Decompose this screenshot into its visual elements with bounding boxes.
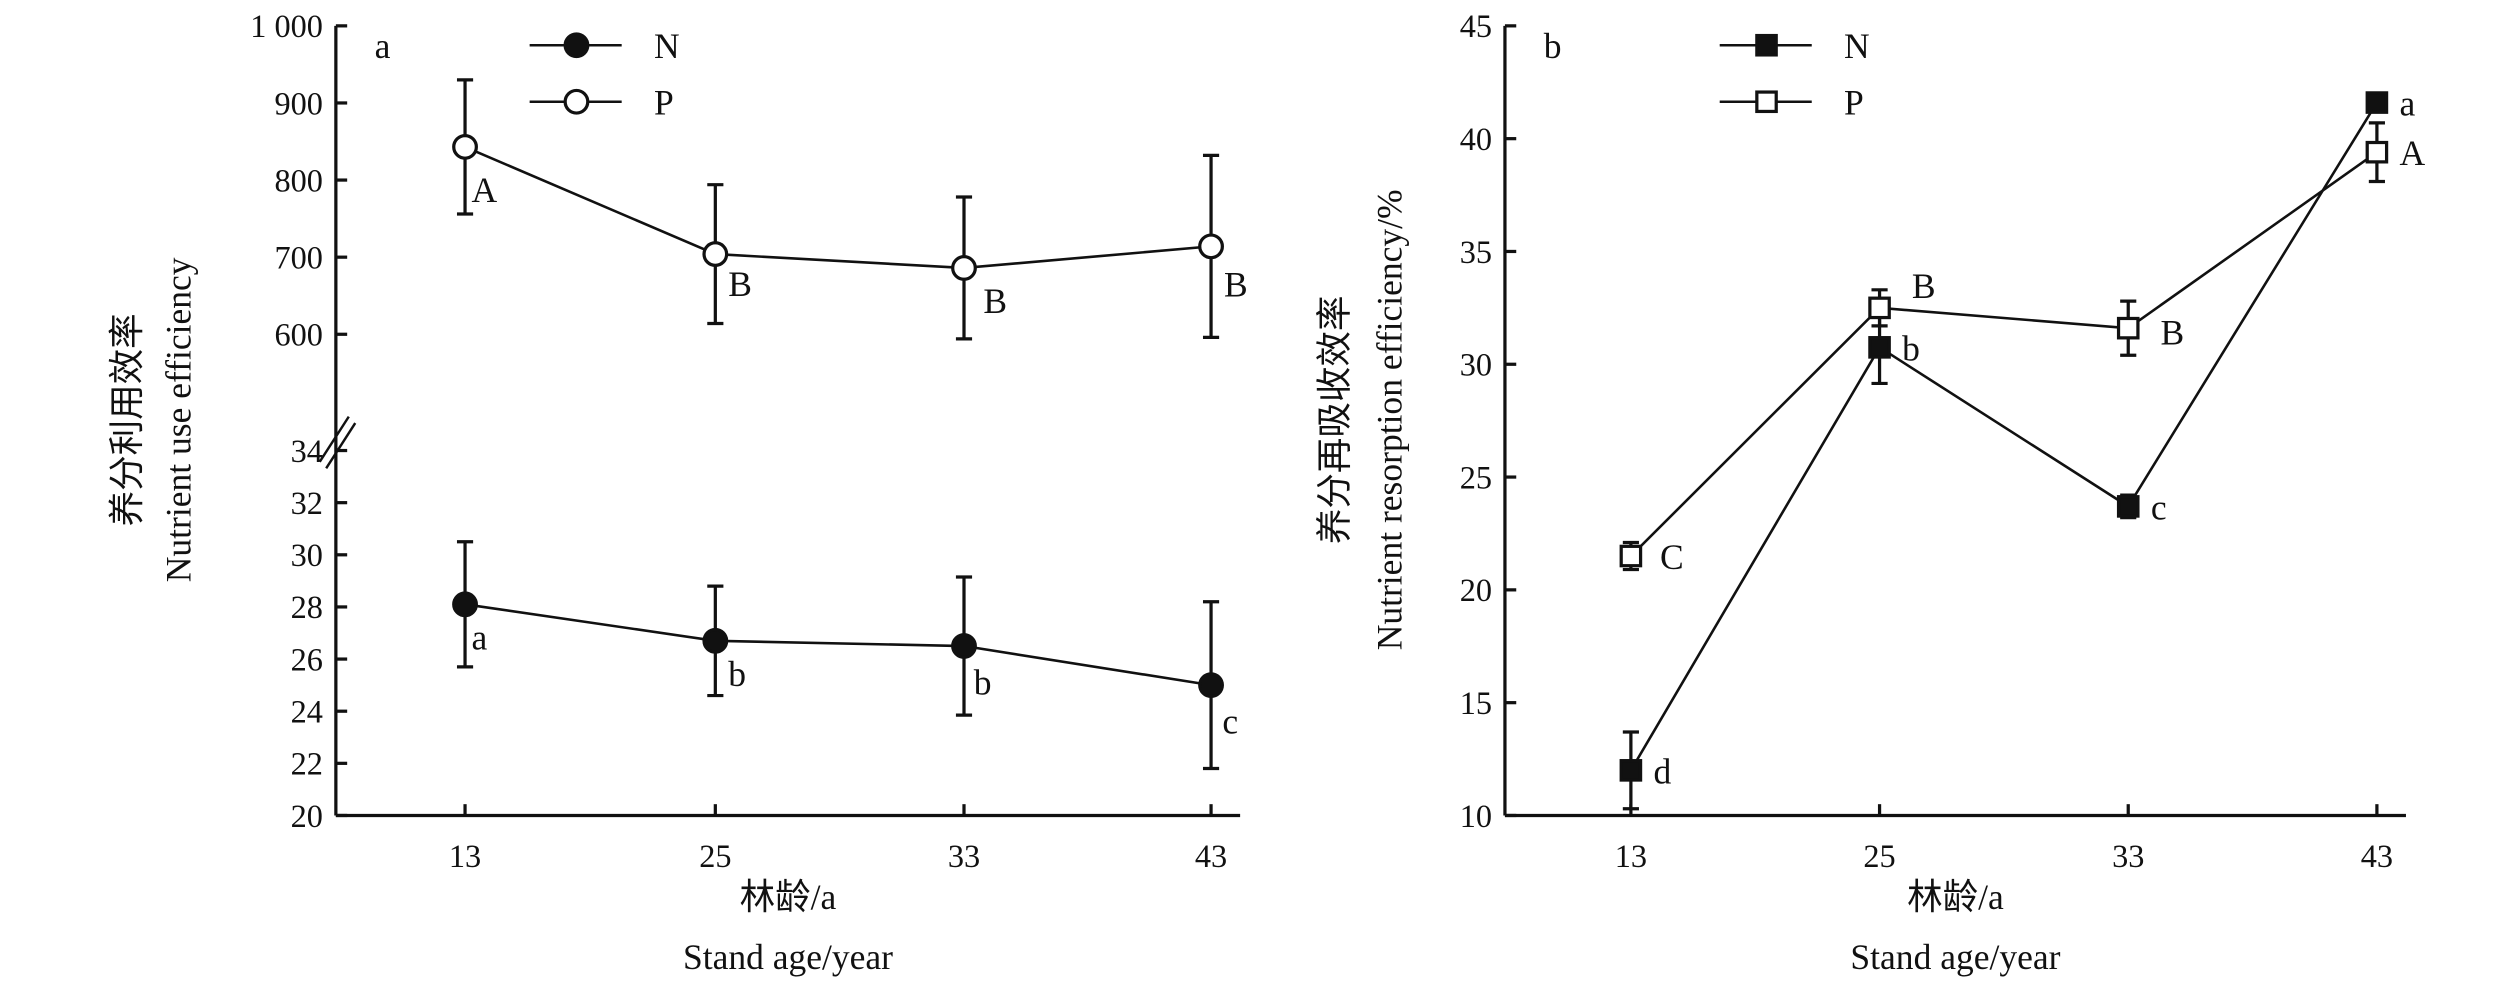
data-point bbox=[2365, 140, 2389, 164]
data-point bbox=[1198, 672, 1224, 699]
x-axis-label: Stand age/year bbox=[1850, 937, 2060, 977]
panel-label: b bbox=[1544, 26, 1562, 66]
series-line bbox=[1629, 101, 2379, 772]
x-tick-label: 43 bbox=[1195, 838, 1227, 874]
significance-letter: d bbox=[1653, 751, 1671, 791]
significance-letter: A bbox=[472, 170, 498, 210]
y-axis-label: Nutrient resorption efficiency/% bbox=[1370, 189, 1410, 650]
y-tick-label: 1 000 bbox=[250, 8, 323, 44]
y-tick-label: 30 bbox=[291, 537, 323, 573]
series-line bbox=[464, 603, 1212, 687]
series-P: C B B A bbox=[1619, 121, 2426, 577]
series-line bbox=[464, 145, 1212, 270]
data-point bbox=[1868, 336, 1891, 359]
y-axis-label-cn: 养分利用效率 bbox=[107, 313, 147, 526]
legend-label: P bbox=[654, 83, 674, 123]
axis-break-mark bbox=[318, 415, 350, 463]
x-tick-label: 13 bbox=[1615, 838, 1647, 874]
significance-letter: b bbox=[974, 662, 992, 702]
x-axis-label-cn: 林龄/a bbox=[1907, 877, 2004, 917]
x-tick-label: 25 bbox=[699, 838, 731, 874]
data-point bbox=[1619, 759, 1643, 782]
significance-letter: B bbox=[983, 281, 1007, 321]
y-tick-label: 26 bbox=[291, 641, 323, 677]
x-axis-label: Stand age/year bbox=[683, 937, 893, 977]
significance-letter: B bbox=[1224, 264, 1248, 304]
y-tick-label: 22 bbox=[291, 746, 323, 782]
data-point bbox=[2116, 495, 2140, 518]
data-point bbox=[702, 241, 729, 268]
y-tick-label: 40 bbox=[1460, 121, 1492, 157]
data-point bbox=[702, 627, 729, 654]
y-tick-label: 35 bbox=[1460, 234, 1492, 270]
significance-letter: B bbox=[1912, 266, 1936, 306]
series-P: A B B B bbox=[452, 78, 1248, 341]
series-N: d b c a bbox=[1619, 83, 2416, 811]
data-point bbox=[951, 255, 977, 281]
axis-break-mark bbox=[325, 422, 357, 469]
data-point bbox=[452, 591, 478, 618]
data-point bbox=[1868, 296, 1891, 320]
significance-letter: C bbox=[1660, 537, 1684, 577]
x-tick-label: 33 bbox=[948, 838, 980, 874]
data-point bbox=[2365, 91, 2389, 114]
significance-letter: a bbox=[2400, 83, 2416, 123]
significance-letter: b bbox=[728, 654, 746, 694]
significance-letter: b bbox=[1902, 328, 1920, 368]
y-tick-label: 30 bbox=[1460, 347, 1492, 383]
y-tick-label: 20 bbox=[291, 798, 323, 834]
y-tick-label: 45 bbox=[1460, 8, 1492, 44]
x-axis-label-cn: 林龄/a bbox=[740, 877, 837, 917]
x-tick-label: 13 bbox=[449, 838, 481, 874]
x-tick-label: 25 bbox=[1863, 838, 1895, 874]
legend-label: P bbox=[1844, 83, 1864, 123]
data-point bbox=[2116, 316, 2140, 340]
y-tick-label: 10 bbox=[1460, 798, 1492, 834]
y-tick-label: 600 bbox=[275, 317, 323, 353]
data-point bbox=[563, 88, 590, 115]
x-tick-label: 43 bbox=[2361, 838, 2393, 874]
significance-letter: B bbox=[2161, 312, 2185, 352]
series-line bbox=[1629, 151, 2378, 557]
axis-break-icon bbox=[318, 415, 357, 469]
significance-letter: B bbox=[728, 264, 752, 304]
y-tick-label: 800 bbox=[275, 162, 323, 198]
legend-label: N bbox=[654, 26, 680, 66]
y-axis-label-cn: 养分再吸收效率 bbox=[1315, 296, 1355, 545]
y-tick-label: 900 bbox=[275, 85, 323, 121]
significance-letter: c bbox=[1222, 702, 1238, 742]
significance-letter: A bbox=[2400, 133, 2426, 173]
y-tick-label: 700 bbox=[275, 239, 323, 275]
panel-b: 13 25 33 43 45 40 35 30 25 20 15 10 林龄/a Stand age/ye… bbox=[1315, 8, 2426, 977]
y-tick-label: 32 bbox=[291, 485, 323, 521]
data-point bbox=[1198, 233, 1224, 260]
data-point bbox=[1755, 90, 1778, 114]
panel-a: 13 25 33 43 1 000 900 800 700 600 34 32 30 28 26 24 22 2… bbox=[107, 8, 1248, 977]
panel-label: a bbox=[375, 26, 391, 66]
series-N: a b b c bbox=[452, 540, 1238, 771]
x-tick-label: 33 bbox=[2112, 838, 2144, 874]
y-tick-label: 24 bbox=[291, 694, 323, 730]
y-tick-label: 25 bbox=[1460, 459, 1492, 495]
data-point bbox=[951, 633, 977, 659]
y-tick-label: 28 bbox=[291, 589, 323, 625]
data-point bbox=[1755, 33, 1778, 57]
data-point bbox=[452, 133, 478, 160]
y-tick-label: 34 bbox=[291, 433, 323, 469]
data-point bbox=[563, 32, 590, 59]
significance-letter: c bbox=[2151, 487, 2167, 527]
data-point bbox=[1619, 544, 1643, 568]
legend-label: N bbox=[1844, 26, 1870, 66]
y-tick-label: 15 bbox=[1460, 685, 1492, 721]
y-axis-label: Nutrient use efficiency bbox=[159, 257, 199, 582]
significance-letter: a bbox=[472, 618, 488, 658]
y-tick-label: 20 bbox=[1460, 572, 1492, 608]
